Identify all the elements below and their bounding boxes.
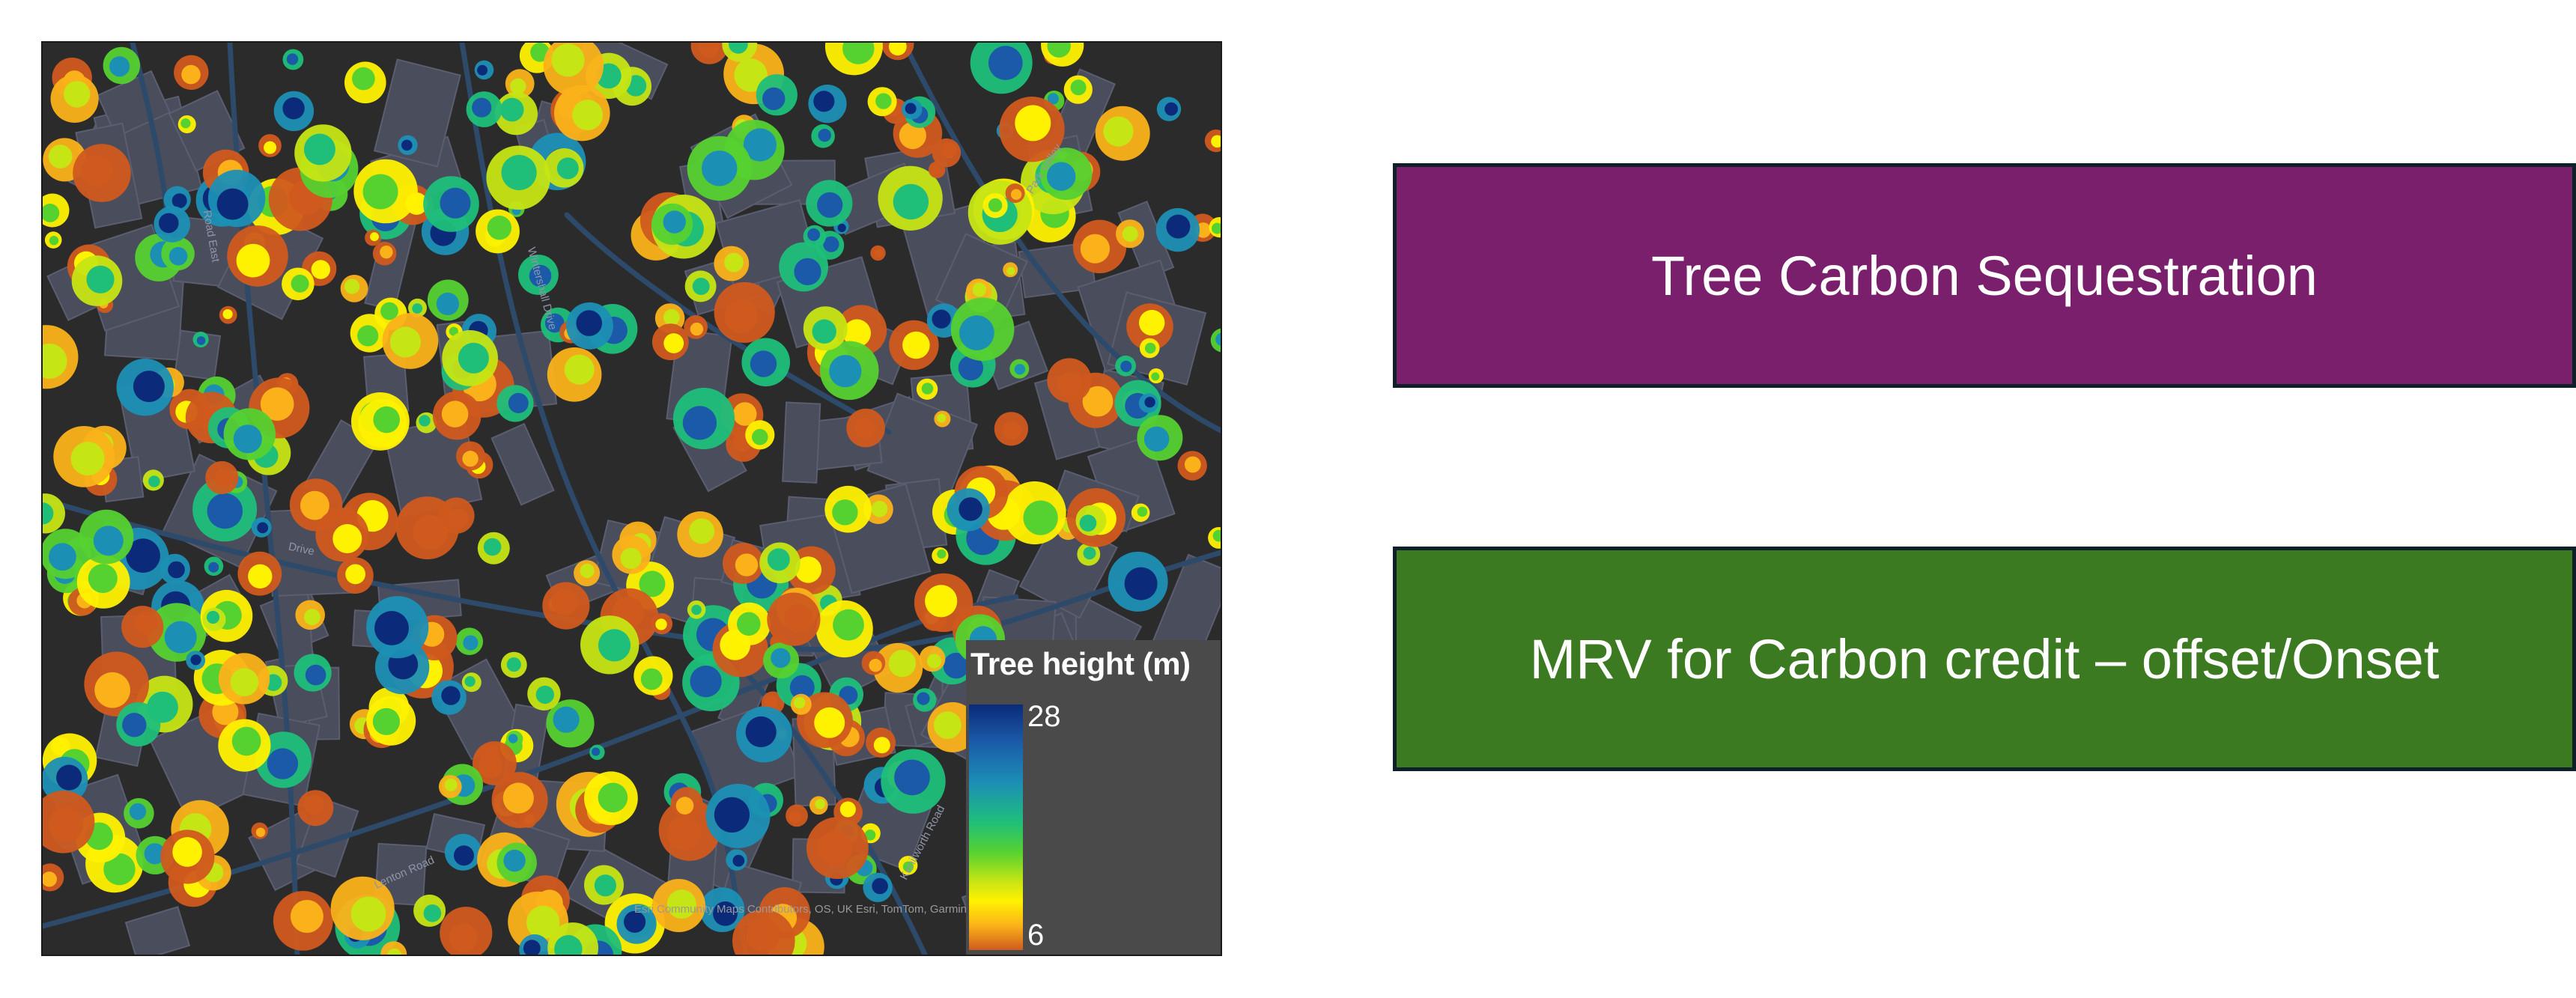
tree-height-map[interactable]: Park Valley Road East Wintershall Drive … [41, 41, 1222, 956]
legend-color-ramp [969, 705, 1023, 950]
card-label: MRV for Carbon credit – offset/Onset [1529, 627, 2440, 690]
legend-min-value: 6 [1027, 919, 1045, 952]
tree-canopy-layer [43, 43, 1221, 955]
tree-carbon-sequestration-card[interactable]: Tree Carbon Sequestration [1393, 163, 2576, 388]
legend-title: Tree height (m) [970, 646, 1191, 681]
map-attribution: Esri Community Maps Contributors, OS, UK… [634, 903, 967, 916]
legend-max-value: 28 [1027, 700, 1061, 733]
mrv-carbon-credit-card[interactable]: MRV for Carbon credit – offset/Onset [1393, 547, 2576, 771]
tree-height-legend: Tree height (m) 28 6 [966, 640, 1221, 955]
card-label: Tree Carbon Sequestration [1651, 244, 2318, 307]
